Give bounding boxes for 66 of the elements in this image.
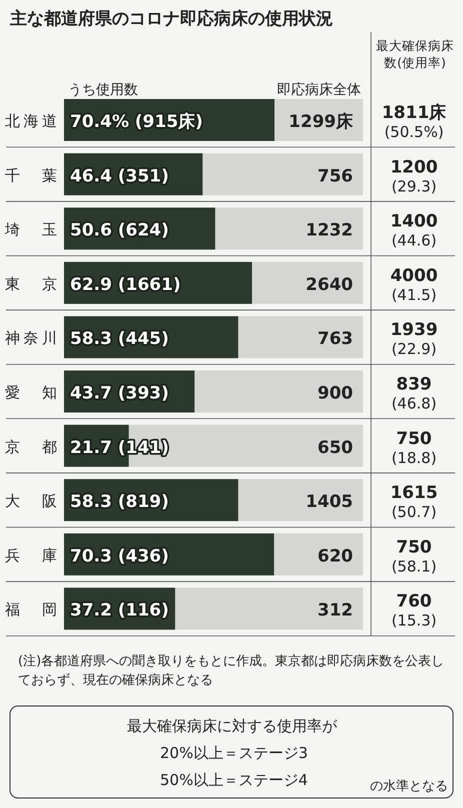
data-label: 70.3 (436): [70, 546, 169, 566]
y-tick-label: 京都: [5, 438, 57, 456]
annotation: 763: [318, 329, 353, 350]
annotation: 2640: [306, 274, 354, 295]
text: 20%以上＝ステージ3: [160, 744, 308, 762]
text: 50%以上＝ステージ4: [160, 771, 308, 789]
y-tick-label: 千葉: [5, 166, 57, 184]
text: 1811床: [382, 103, 448, 123]
text: (18.8): [391, 448, 437, 467]
text: 839: [396, 374, 432, 394]
text: 760: [396, 592, 432, 612]
text: の水準となる: [370, 779, 448, 794]
text: (29.3): [391, 177, 437, 196]
data-label: 58.3 (819): [70, 492, 169, 512]
text: (注)各都道府県への聞き取りをもとに作成。東京都は即応病床数を公表しておらず、現在の確保病床となる: [18, 653, 446, 690]
text: 最大確保病床数(使用率): [376, 38, 454, 70]
text: 最大確保病床に対する使用率が: [127, 717, 338, 735]
text: 1939: [390, 320, 438, 340]
annotation: 900: [318, 384, 354, 404]
text: 1200: [390, 157, 438, 178]
y-tick-label: 愛知: [5, 384, 57, 402]
y-tick-label: 北海道: [5, 112, 57, 130]
series-label: うち使用数: [68, 82, 138, 98]
text: 750: [396, 428, 432, 449]
annotation: 1232: [306, 220, 353, 241]
annotation: 620: [318, 546, 354, 566]
annotation: 1299床: [288, 112, 354, 132]
y-tick-label: 神奈川: [5, 329, 57, 348]
text: (58.1): [391, 557, 437, 576]
text: (46.8): [391, 394, 437, 412]
y-tick-label: 福岡: [5, 600, 57, 619]
text: 1400: [390, 212, 438, 232]
data-label: 62.9 (1661): [70, 274, 181, 295]
text: 750: [396, 537, 432, 558]
data-label: 46.4 (351): [70, 166, 169, 186]
data-label: 58.3 (445): [70, 329, 169, 350]
bar: [238, 479, 363, 522]
text: 1615: [390, 483, 438, 504]
text: (22.9): [391, 340, 437, 358]
chart-title: 主な都道府県のコロナ即応病床の使用状況: [9, 9, 333, 29]
text: (44.6): [391, 232, 437, 250]
text: (15.3): [391, 612, 437, 630]
bar: [252, 262, 363, 304]
annotation: 312: [318, 600, 353, 621]
bar: [274, 533, 363, 576]
text: (50.7): [391, 503, 437, 522]
y-tick-label: 埼玉: [4, 220, 57, 239]
annotation: 1405: [306, 492, 353, 512]
text: (50.5%): [384, 123, 444, 141]
bar: [202, 153, 363, 196]
text: (41.5): [391, 286, 437, 304]
text: 4000: [390, 266, 438, 286]
annotation: 756: [318, 166, 353, 186]
bar: [175, 588, 363, 630]
bar: [238, 316, 363, 358]
data-label: 70.4% (915床): [70, 112, 203, 132]
data-label: 50.6 (624): [70, 220, 169, 241]
y-tick-label: 兵庫: [5, 546, 57, 564]
annotation: 650: [318, 438, 354, 458]
data-label: 43.7 (393): [70, 384, 169, 404]
bar: [215, 208, 363, 250]
y-tick-label: 東京: [5, 274, 57, 293]
y-tick-label: 大阪: [5, 492, 57, 510]
series-label: 即応病床全体: [277, 82, 361, 98]
data-label: 37.2 (116): [70, 600, 169, 621]
bar: [194, 370, 363, 412]
